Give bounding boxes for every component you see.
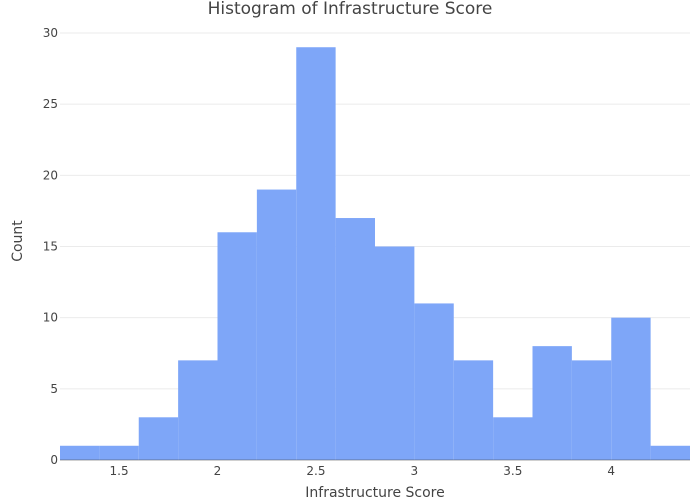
histogram-bar[interactable] — [138, 417, 179, 460]
x-tick-label: 4 — [607, 464, 615, 478]
x-axis-title: Infrastructure Score — [305, 485, 444, 500]
histogram-bar[interactable] — [99, 445, 139, 460]
x-axis-ticks: 1.5 2 2.5 3 3.5 4 — [110, 464, 616, 478]
histogram-bars — [60, 47, 690, 461]
histogram-bar[interactable] — [178, 360, 218, 460]
y-axis-title: Count — [10, 220, 26, 262]
histogram-bar[interactable] — [571, 360, 612, 460]
histogram-bar[interactable] — [414, 303, 454, 460]
y-tick-label: 20 — [43, 168, 58, 182]
x-tick-label: 1.5 — [110, 464, 129, 478]
x-tick-label: 2.5 — [306, 464, 325, 478]
histogram-bar[interactable] — [375, 246, 415, 461]
histogram-bar[interactable] — [611, 317, 651, 460]
x-tick-label: 3.5 — [503, 464, 522, 478]
y-tick-label: 30 — [43, 26, 58, 40]
histogram-bar[interactable] — [532, 346, 572, 460]
histogram-bar[interactable] — [335, 218, 375, 460]
y-tick-label: 5 — [50, 382, 58, 396]
y-tick-label: 0 — [50, 453, 58, 467]
histogram-bar[interactable] — [453, 360, 494, 460]
histogram-bar[interactable] — [217, 232, 257, 460]
y-axis-ticks: 0 5 10 15 20 25 30 — [43, 26, 58, 467]
y-tick-label: 10 — [43, 311, 58, 325]
y-tick-label: 25 — [43, 97, 58, 111]
chart-title: Histogram of Infrastructure Score — [208, 0, 493, 19]
histogram-bar[interactable] — [296, 47, 336, 460]
histogram-bar[interactable] — [493, 417, 533, 460]
x-tick-label: 2 — [214, 464, 222, 478]
y-tick-label: 15 — [43, 240, 58, 254]
histogram-bar[interactable] — [256, 189, 297, 461]
histogram-bar[interactable] — [60, 445, 100, 460]
histogram-bar[interactable] — [650, 445, 690, 460]
x-tick-label: 3 — [411, 464, 419, 478]
